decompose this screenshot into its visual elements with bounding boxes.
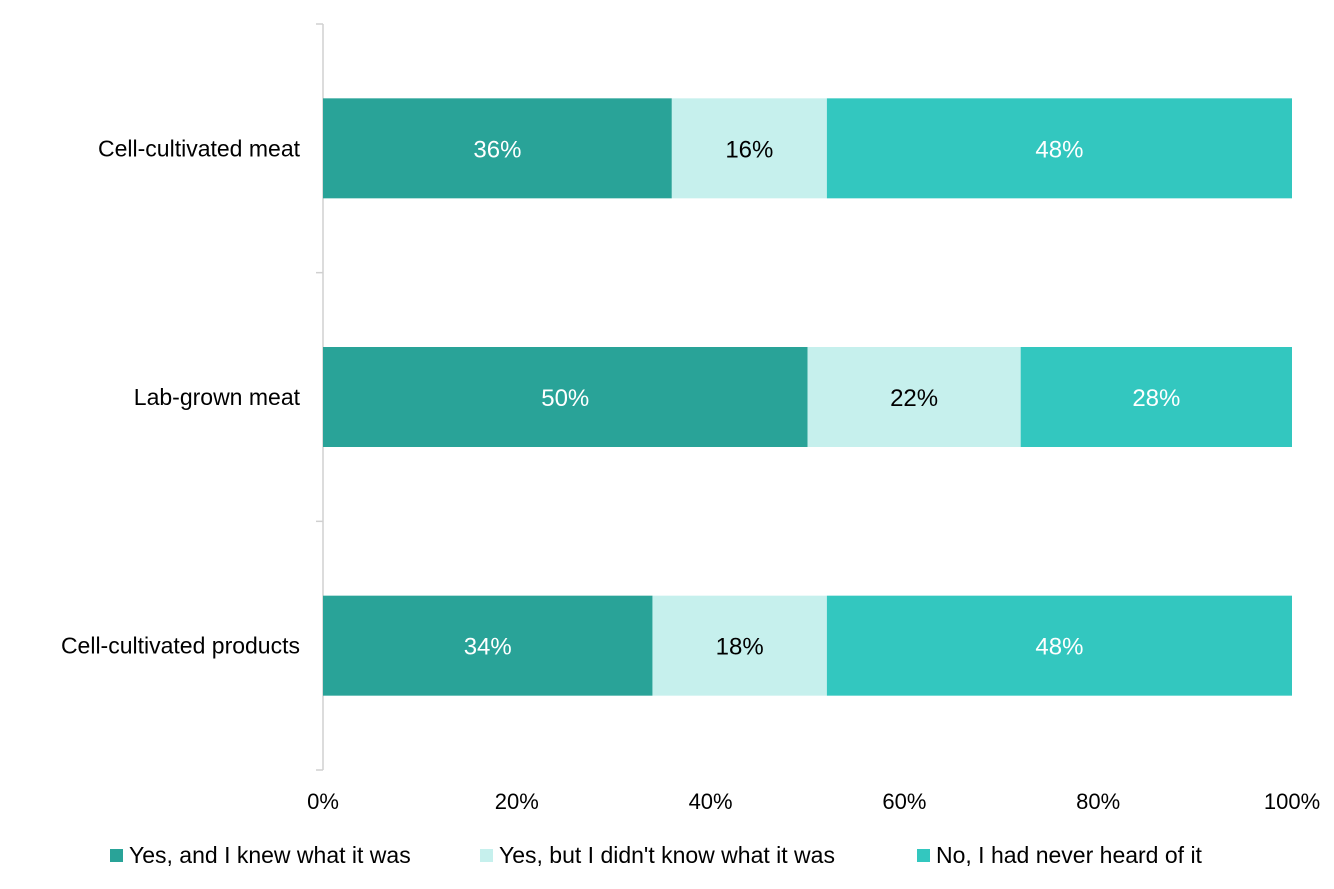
x-tick-label: 0%: [307, 789, 339, 814]
bar-value-label: 22%: [890, 385, 938, 412]
legend-swatch: [480, 848, 493, 862]
x-tick-label: 80%: [1076, 789, 1120, 814]
bar-segment: [652, 595, 827, 696]
bar-segment: [323, 347, 808, 447]
bar-segment: [671, 98, 827, 199]
category-label: Cell-cultivated meat: [98, 135, 301, 161]
bar-value-label: 28%: [1132, 385, 1180, 412]
bar-segment: [826, 98, 1292, 199]
bar-segment: [323, 595, 653, 696]
legend-label: No, I had never heard of it: [936, 841, 1202, 868]
axis-layer: 0% 20% 40% 60% 80% 100% Cell-cultivated meat La…: [61, 23, 1320, 814]
bar-segment: [1020, 347, 1292, 447]
legend-swatch: [110, 848, 123, 862]
x-tick-label: 60%: [882, 789, 926, 814]
category-label: Lab-grown meat: [134, 384, 301, 410]
x-tick-label: 40%: [689, 789, 733, 814]
bar-value-label: 34%: [464, 634, 512, 661]
bar-value-label: 50%: [541, 385, 589, 412]
legend: Yes, and I knew what it was Yes, but I di…: [0, 838, 1334, 872]
bar-value-label: 36%: [473, 136, 521, 163]
bar-segment: [826, 595, 1292, 696]
legend-item: Yes, but I didn't know what it was: [480, 838, 835, 872]
x-tick-label: 100%: [1264, 789, 1320, 814]
labels-layer: 36% 16% 48% 50% 22% 28% 34% 18% 48%: [464, 136, 1181, 660]
legend-item: No, I had never heard of it: [917, 838, 1202, 872]
bar-value-label: 18%: [716, 634, 764, 661]
bar-segment: [323, 98, 672, 199]
bars-layer: [323, 98, 1292, 696]
legend-item: Yes, and I knew what it was: [110, 838, 411, 872]
bar-value-label: 48%: [1035, 634, 1083, 661]
x-tick-label: 20%: [495, 789, 539, 814]
bar-segment: [807, 347, 1021, 447]
bar-value-label: 48%: [1035, 136, 1083, 163]
legend-label: Yes, and I knew what it was: [129, 841, 411, 868]
legend-swatch: [917, 848, 930, 862]
bar-value-label: 16%: [725, 136, 773, 163]
legend-label: Yes, but I didn't know what it was: [499, 841, 835, 868]
category-label: Cell-cultivated products: [61, 633, 300, 659]
